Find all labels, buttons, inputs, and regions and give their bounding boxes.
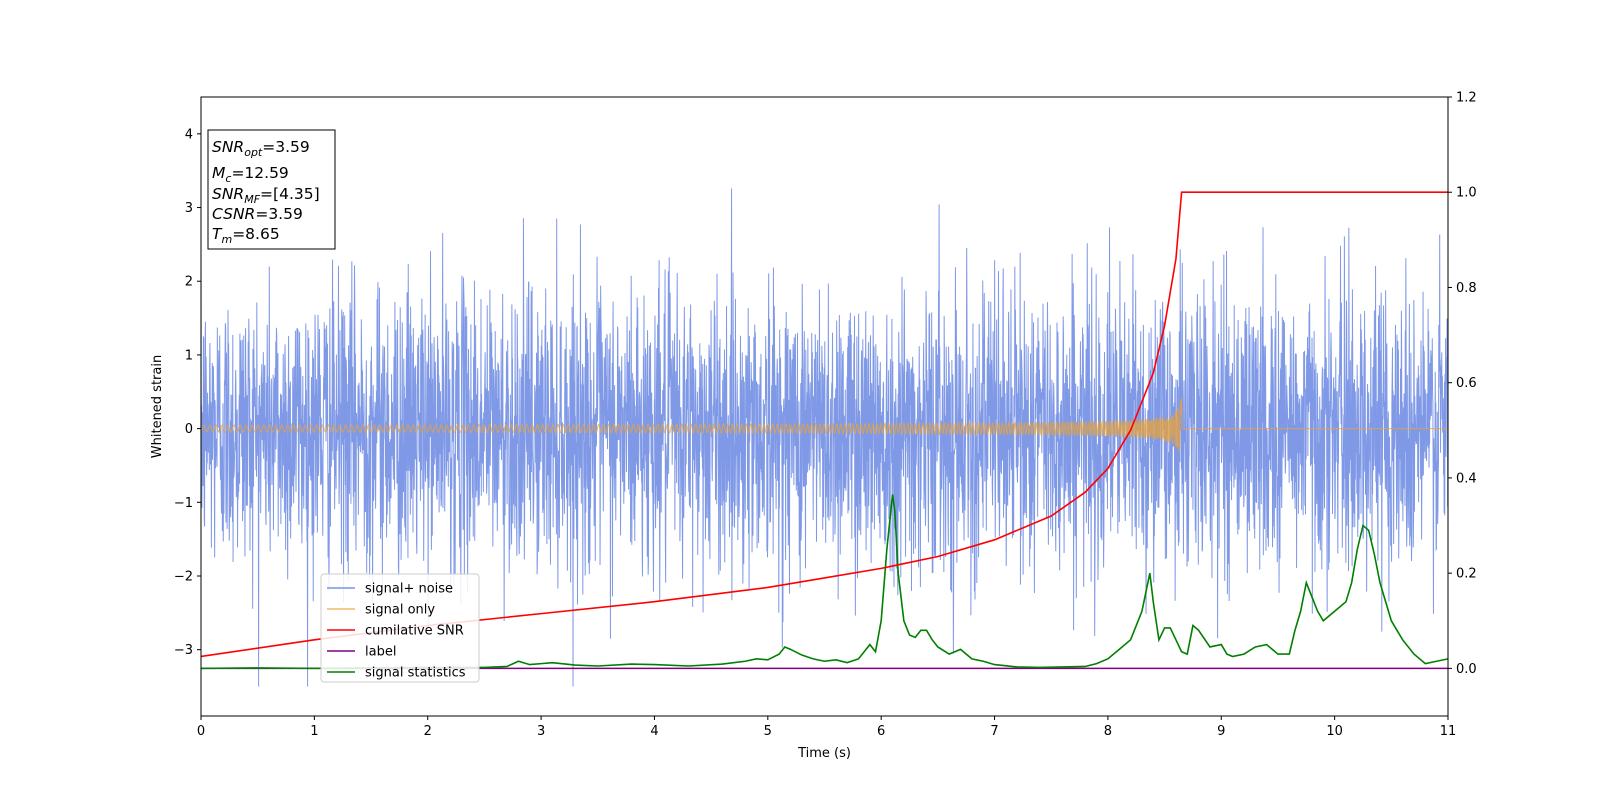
y-left-tick-label: −1 — [174, 496, 193, 511]
y-right-tick-label: 0.6 — [1456, 376, 1477, 391]
x-tick-label: 5 — [764, 724, 772, 739]
annotation-mc-base: M — [212, 164, 225, 182]
series-cumulative-snr — [201, 191, 1448, 658]
series-signal-noise — [201, 188, 1448, 687]
annotation-csnr-base: CSNR — [212, 205, 255, 223]
legend-frame — [320, 573, 480, 683]
annotation-snr-mf-base: SNR — [212, 185, 244, 203]
y-left-tick-label: 4 — [185, 127, 193, 142]
annotation-csnr: CSNR=3.59 — [212, 205, 303, 223]
ticks-layer: 0 1 2 3 4 5 6 7 8 9 10 11 −3 −2 −1 0 1 2 3 4 0.0 0.2 0.4 0.6 0.8… — [174, 91, 1477, 740]
y-left-tick-label: 0 — [185, 422, 193, 437]
y-right-tick-label: 0.4 — [1456, 471, 1477, 486]
legend: signal+ noise signal only cumilative SNR la… — [320, 573, 480, 683]
legend-label: cumilative SNR — [365, 624, 464, 639]
annotation-tm-value: =8.65 — [232, 225, 280, 243]
y-left-tick-label: −3 — [174, 643, 193, 658]
x-tick-label: 6 — [877, 724, 885, 739]
y-left-tick-label: −2 — [174, 569, 193, 584]
y-right-tick-label: 0.8 — [1456, 281, 1477, 296]
x-tick-label: 1 — [310, 724, 318, 739]
annotation-box: SNRopt=3.59 Mc=12.59 SNRMF=[4.35] CSNR=3… — [207, 129, 336, 250]
annotation-snr-opt-sub: opt — [244, 146, 263, 159]
annotation-csnr-value: =3.59 — [255, 205, 303, 223]
legend-label: signal+ noise — [365, 582, 453, 597]
y-axis-label: Whitened strain — [150, 355, 165, 458]
x-axis-label: Time (s) — [797, 746, 851, 761]
y-right-tick-label: 0.2 — [1456, 567, 1477, 582]
x-tick-label: 2 — [424, 724, 432, 739]
x-tick-label: 11 — [1440, 724, 1457, 739]
y-left-tick-label: 3 — [185, 201, 193, 216]
x-tick-label: 8 — [1104, 724, 1112, 739]
plot-frame — [200, 96, 1449, 717]
series-signal-only — [201, 398, 1448, 453]
legend-label: signal statistics — [365, 666, 466, 681]
x-tick-label: 3 — [537, 724, 545, 739]
annotation-snr-opt-base: SNR — [212, 138, 244, 156]
x-tick-label: 9 — [1217, 724, 1225, 739]
annotation-snr-opt: SNRopt=3.59 — [212, 138, 310, 159]
legend-label: label — [365, 645, 396, 660]
x-tick-label: 10 — [1326, 724, 1343, 739]
x-tick-label: 0 — [197, 724, 205, 739]
y-left-tick-label: 1 — [185, 348, 193, 363]
annotation-mc: Mc=12.59 — [212, 164, 289, 185]
annotation-snr-mf: SNRMF=[4.35] — [212, 185, 320, 206]
x-tick-label: 4 — [650, 724, 658, 739]
annotation-snr-opt-value: =3.59 — [262, 138, 310, 156]
annotation-tm-base: T — [212, 225, 223, 243]
legend-label: signal only — [365, 603, 435, 618]
y-right-tick-label: 1.2 — [1456, 91, 1477, 106]
annotation-snr-mf-sub: MF — [244, 193, 260, 206]
annotation-frame — [207, 129, 336, 250]
annotation-tm-sub: m — [221, 233, 232, 246]
x-tick-label: 7 — [990, 724, 998, 739]
annotation-tm: Tm=8.65 — [212, 225, 280, 246]
y-right-tick-label: 0.0 — [1456, 662, 1477, 677]
series-signal-statistics — [201, 494, 1448, 670]
y-left-tick-label: 2 — [185, 275, 193, 290]
annotation-mc-sub: c — [225, 172, 231, 185]
annotation-snr-mf-value: =[4.35] — [260, 185, 320, 203]
y-right-tick-label: 1.0 — [1456, 186, 1477, 201]
annotation-mc-value: =12.59 — [231, 164, 288, 182]
